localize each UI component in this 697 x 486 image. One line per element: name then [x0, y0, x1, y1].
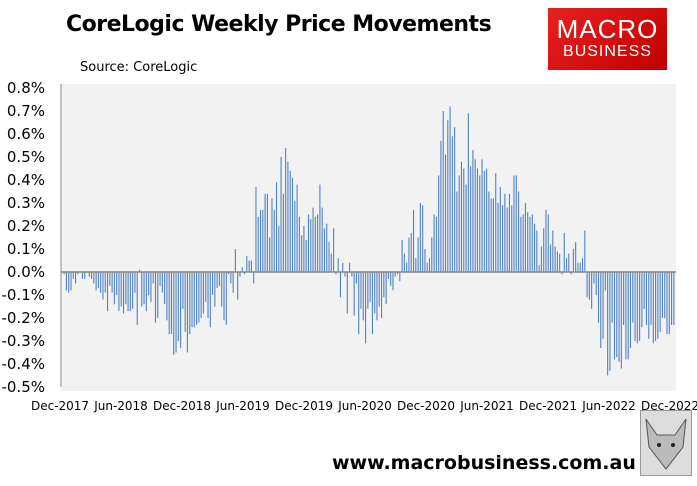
macrobusiness-logo: MACRO BUSINESS [548, 8, 667, 70]
y-tick-label: 0.6% [7, 125, 45, 143]
y-tick-label: 0.3% [7, 194, 45, 212]
y-tick-label: 0.1% [7, 240, 45, 258]
x-tick-label: Dec-2021 [519, 399, 577, 413]
y-tick-label: 0.5% [7, 148, 45, 166]
logo-line2: BUSINESS [563, 43, 652, 60]
x-tick-label: Dec-2017 [31, 399, 89, 413]
plot-area [61, 84, 676, 391]
y-tick-label: -0.4% [1, 355, 45, 373]
x-tick-label: Jun-2019 [215, 399, 270, 413]
fox-head-icon [640, 410, 692, 476]
x-tick-label: Jun-2020 [337, 399, 392, 413]
y-tick-label: 0.0% [7, 263, 45, 281]
y-tick-label: -0.5% [1, 378, 45, 396]
x-tick-label: Jun-2022 [581, 399, 636, 413]
bars-group [63, 106, 675, 376]
y-tick-label: 0.7% [7, 102, 45, 120]
x-tick-label: Dec-2019 [275, 399, 333, 413]
y-tick-label: 0.4% [7, 171, 45, 189]
x-tick-label: Jun-2018 [93, 399, 148, 413]
y-tick-label: 0.8% [7, 79, 45, 97]
logo-line1: MACRO [556, 14, 659, 44]
chart-source: Source: CoreLogic [80, 60, 198, 75]
x-tick-label: Dec-2020 [397, 399, 455, 413]
x-tick-label: Dec-2022 [641, 399, 697, 413]
x-tick-label: Jun-2021 [459, 399, 514, 413]
y-tick-label: -0.3% [1, 332, 45, 350]
x-tick-label: Dec-2018 [153, 399, 211, 413]
y-tick-label: 0.2% [7, 217, 45, 235]
website-url: www.macrobusiness.com.au [332, 452, 636, 474]
chart-title: CoreLogic Weekly Price Movements [66, 12, 492, 37]
y-axis-ticks: 0.8% 0.7% 0.6% 0.5% 0.4% 0.3% 0.2% 0.1% 0.0% -0.1… [1, 79, 45, 396]
x-axis-ticks: Dec-2017 Jun-2018 Dec-2018 Jun-2019 Dec-2019… [31, 399, 697, 413]
y-tick-label: -0.2% [1, 309, 45, 327]
y-tick-label: -0.1% [1, 286, 45, 304]
